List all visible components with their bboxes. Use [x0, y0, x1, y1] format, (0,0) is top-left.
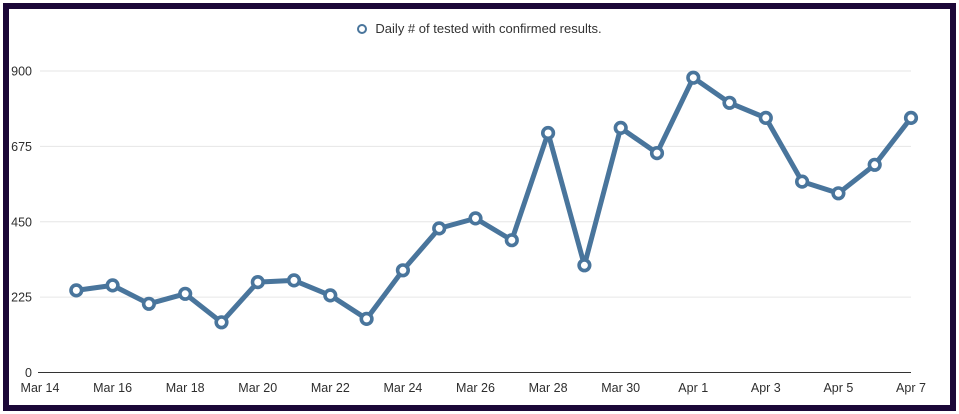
data-point-marker[interactable] — [577, 258, 592, 273]
data-point-marker[interactable] — [540, 125, 556, 141]
data-point-marker[interactable] — [831, 186, 846, 201]
x-axis-tick-label: Apr 1 — [678, 381, 708, 395]
data-point-marker[interactable] — [250, 275, 265, 290]
x-axis-tick-label: Mar 20 — [238, 381, 277, 395]
data-point-marker[interactable] — [794, 174, 810, 189]
y-axis-tick-label: 225 — [11, 291, 32, 305]
x-axis-tick-label: Apr 3 — [751, 381, 781, 395]
data-point-marker[interactable] — [141, 296, 156, 311]
legend[interactable]: Daily # of tested with confirmed results… — [9, 22, 950, 36]
data-point-marker[interactable] — [468, 211, 483, 226]
data-point-marker[interactable] — [323, 288, 338, 303]
series-line — [73, 75, 914, 325]
y-axis-tick-label: 450 — [11, 215, 32, 229]
x-axis-tick-label: Apr 5 — [823, 381, 853, 395]
data-point-marker[interactable] — [903, 110, 919, 125]
x-axis-tick-label: Mar 24 — [383, 381, 422, 395]
data-point-marker[interactable] — [867, 157, 882, 172]
data-point-marker[interactable] — [178, 286, 193, 301]
plot-area: 0 225 450 675 900 Mar 14 Mar 16 Mar 18 Mar 20 Mar… — [11, 65, 926, 396]
data-point-marker[interactable] — [395, 263, 411, 278]
data-point-marker[interactable] — [722, 95, 737, 110]
data-point-marker[interactable] — [105, 278, 120, 293]
x-axis-tick-label: Mar 18 — [166, 381, 205, 395]
x-axis-tick-label: Mar 26 — [456, 381, 495, 395]
x-axis-tick-label: Mar 30 — [601, 381, 640, 395]
series-marker-icon — [357, 24, 368, 34]
data-point-marker[interactable] — [286, 273, 302, 288]
data-point-marker[interactable] — [432, 221, 447, 236]
x-axis-tick-label: Mar 28 — [529, 381, 568, 395]
legend-series-label: Daily # of tested with confirmed results… — [375, 21, 602, 36]
y-axis-tick-label: 0 — [25, 366, 32, 380]
y-axis-tick-label: 900 — [11, 65, 32, 79]
data-point-marker[interactable] — [649, 146, 665, 161]
x-axis-tick-label: Mar 22 — [311, 381, 350, 395]
x-axis-tick-label: Mar 16 — [93, 381, 132, 395]
data-point-marker[interactable] — [214, 315, 229, 330]
x-axis-tick-label: Mar 14 — [21, 381, 60, 395]
y-axis-tick-label: 675 — [11, 140, 32, 154]
data-point-marker[interactable] — [758, 110, 773, 125]
chart-window-frame: Daily # of tested with confirmed results… — [3, 3, 956, 411]
data-point-marker[interactable] — [504, 233, 519, 248]
data-point-marker[interactable] — [613, 120, 628, 135]
data-point-marker[interactable] — [359, 311, 374, 327]
data-point-marker[interactable] — [686, 70, 701, 85]
data-point-marker[interactable] — [69, 283, 84, 298]
x-axis-tick-label: Apr 7 — [896, 381, 926, 395]
